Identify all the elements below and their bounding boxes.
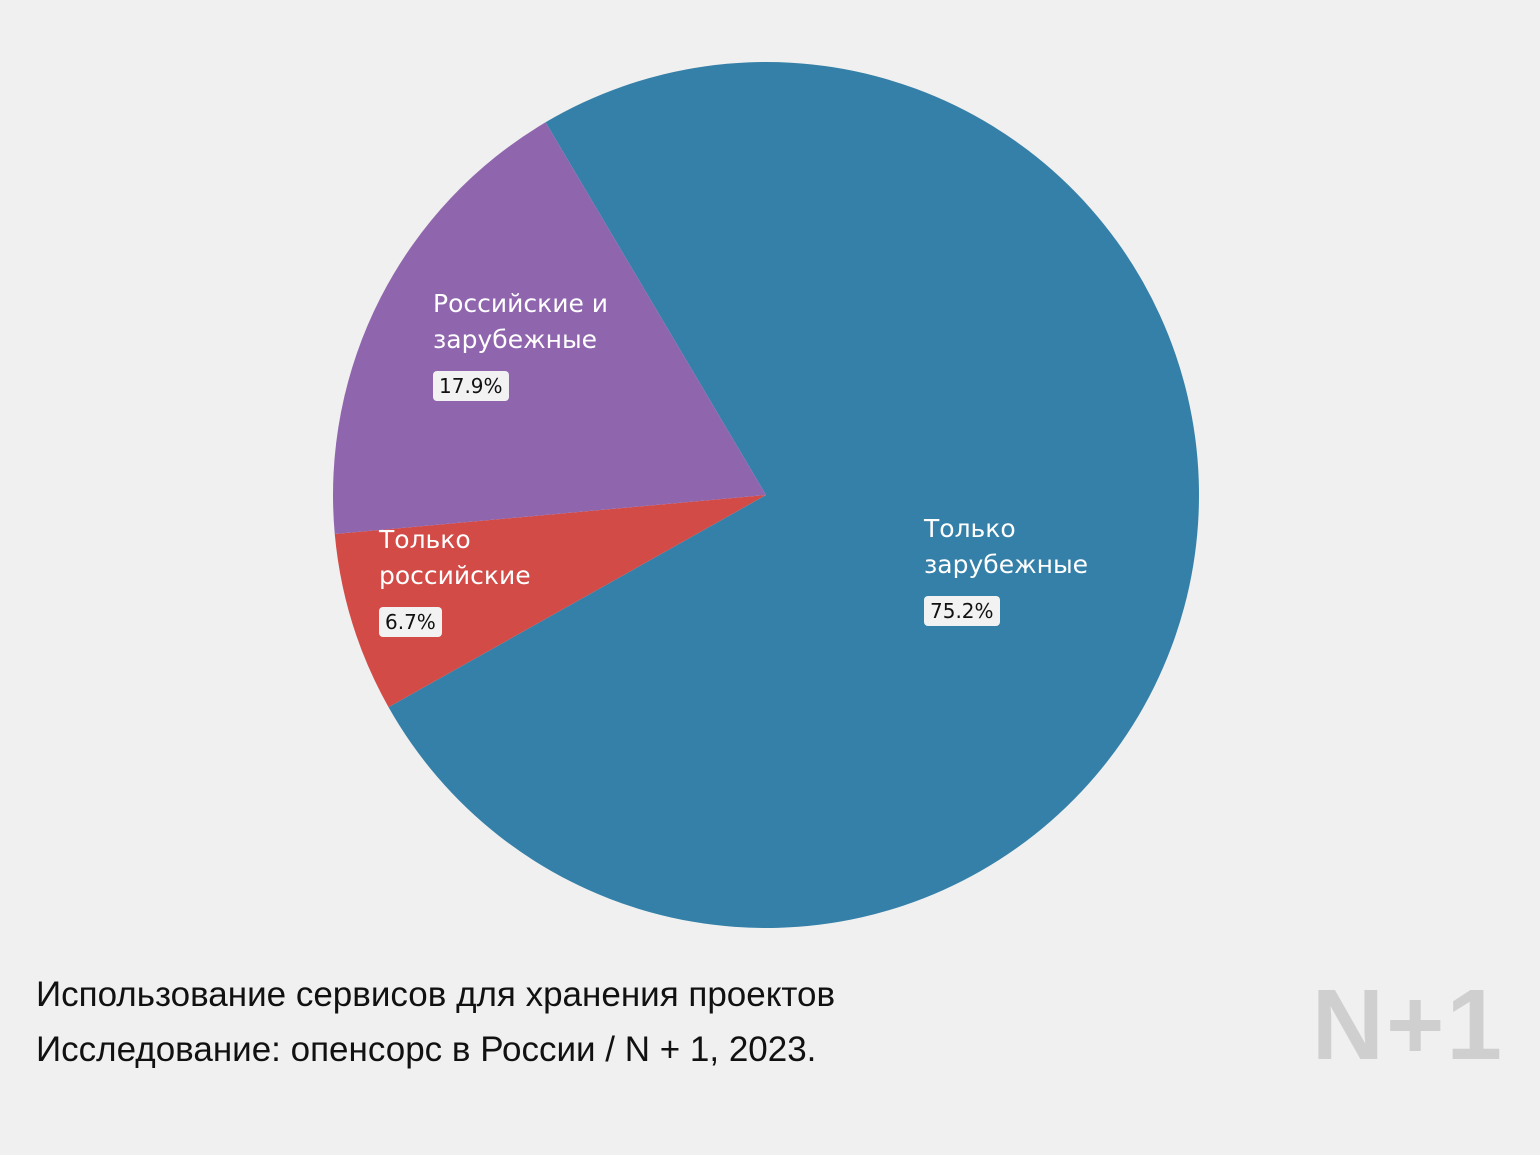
slice-label: Российские и зарубежные	[433, 289, 609, 354]
pie-slice	[333, 122, 766, 535]
caption-line: Использование сервисов для хранения прое…	[36, 975, 836, 1014]
slice-label: Только российские	[379, 525, 531, 590]
slice-label: Только зарубежные	[924, 514, 1089, 579]
value-label: 17.9%	[433, 371, 509, 401]
pie-slice	[334, 495, 766, 708]
value-label: 75.2%	[924, 596, 1000, 626]
logo: N+1	[1311, 969, 1504, 1081]
pie-slice	[388, 62, 1199, 929]
caption-line: Исследование: опенсорс в России / N + 1,…	[36, 1030, 817, 1069]
chart	[333, 62, 1199, 929]
value-label: 6.7%	[379, 607, 442, 637]
